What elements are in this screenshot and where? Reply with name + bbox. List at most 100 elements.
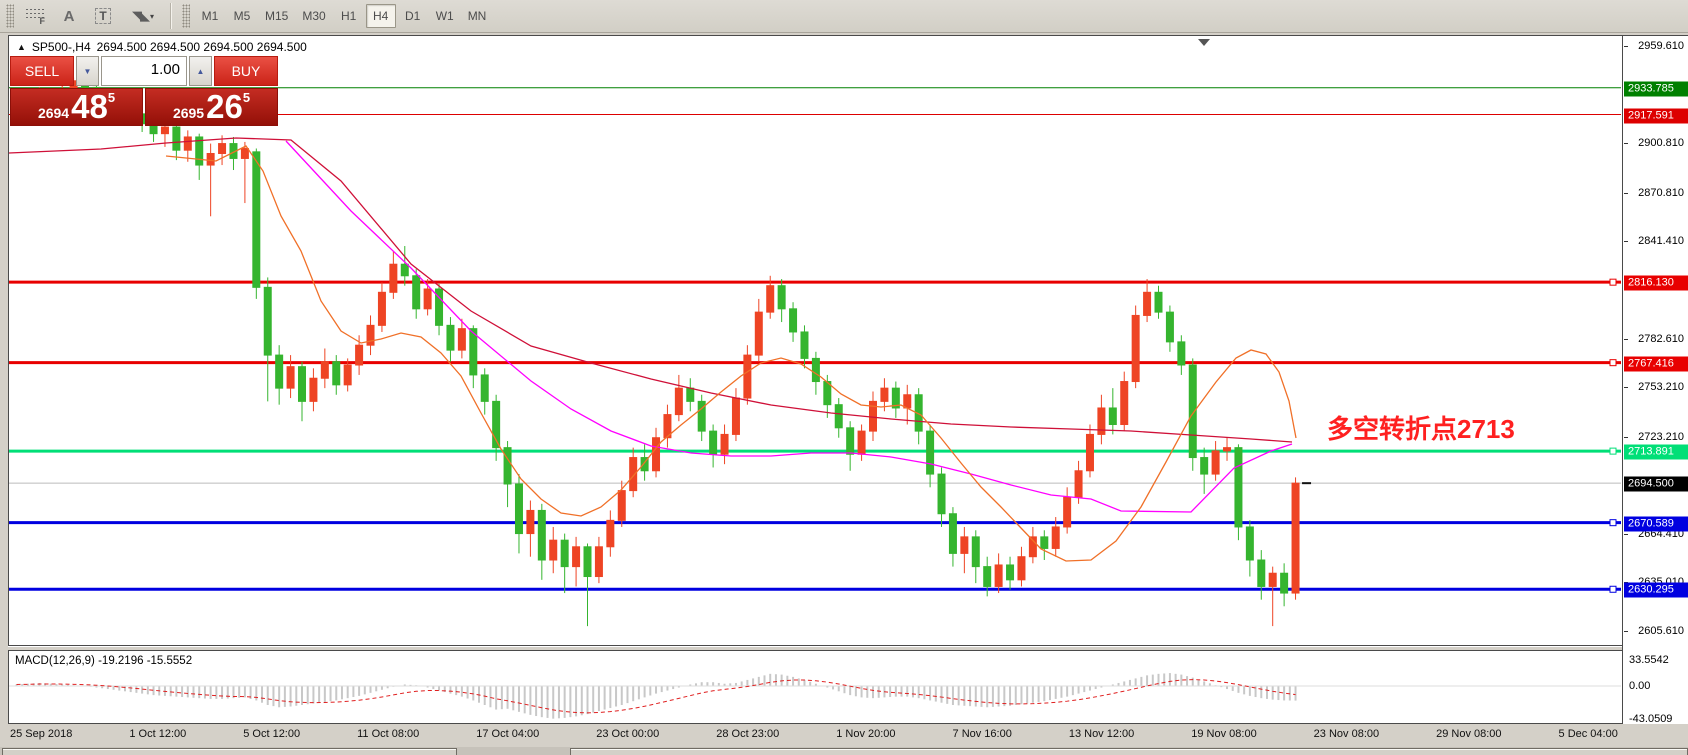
candle (891, 387, 900, 409)
line-handle[interactable] (1609, 278, 1617, 286)
price-level-chip-2713.891: 2713.891 (1624, 444, 1688, 460)
timeframe-button-h1[interactable]: H1 (341, 9, 357, 23)
candle (503, 447, 512, 485)
horizontal-level-lines (9, 87, 1621, 593)
line-handle[interactable] (1609, 447, 1617, 455)
candle (218, 143, 227, 154)
candle (240, 148, 249, 159)
candle (435, 288, 444, 326)
sell-button[interactable]: SELL (10, 56, 74, 86)
candle (526, 509, 535, 535)
sell-price-prefix: 2694 (37, 105, 70, 121)
candle (480, 374, 489, 402)
time-axis-label: 23 Nov 08:00 (1313, 728, 1380, 740)
chart-title: ▲ SP500-,H4 2694.500 2694.500 2694.500 2… (17, 40, 307, 54)
volume-increase-button[interactable]: ▲ (189, 56, 212, 86)
candle (766, 285, 775, 313)
candle (594, 546, 603, 578)
candle (457, 328, 466, 351)
candle (206, 152, 215, 166)
toolbar-drag-handle[interactable] (6, 4, 14, 28)
candle (948, 513, 957, 554)
candle (1223, 447, 1232, 452)
timeframe-button-m15[interactable]: M15 (265, 9, 289, 23)
candle (606, 519, 615, 548)
chart-window: ▲ SP500-,H4 2694.500 2694.500 2694.500 2… (8, 35, 1688, 747)
buy-price-quote[interactable]: 2695 26 5 (145, 88, 278, 126)
fibonacci-retracement-button[interactable]: F (21, 3, 49, 29)
macd-axis-label: 33.5542 (1615, 654, 1669, 667)
macd-pane[interactable]: MACD(12,26,9) -19.2196 -15.5552 (8, 650, 1622, 724)
arrows-tool-button[interactable]: ◥◣ ▾ (123, 3, 163, 29)
medium-ma-line (285, 140, 1293, 513)
text-label-button[interactable]: A (55, 3, 83, 29)
line-handle[interactable] (1609, 359, 1617, 367)
macd-axis-label: 0.00 (1614, 680, 1651, 692)
timeframe-button-m30[interactable]: M30 (302, 9, 326, 23)
text-tool-button[interactable]: T (89, 3, 117, 29)
pane-splitter[interactable] (8, 646, 1622, 650)
background-window-edge-right[interactable] (570, 748, 1688, 755)
candle (709, 430, 718, 455)
candlestick-chart-canvas[interactable] (9, 36, 1621, 645)
timeframe-button-mn[interactable]: MN (467, 9, 487, 23)
timeframe-button-w1[interactable]: W1 (435, 9, 454, 23)
candle (1063, 496, 1072, 528)
macd-axis-label: -43.0509 (1614, 712, 1673, 725)
time-axis-label: 29 Nov 08:00 (1436, 728, 1502, 740)
candle (400, 263, 409, 277)
chart-annotation-text[interactable]: 多空转折点2713 (1327, 414, 1515, 444)
chart-shift-marker[interactable] (1198, 39, 1210, 46)
candle (275, 354, 284, 389)
candle (423, 288, 432, 310)
volume-input[interactable]: 1.00 (101, 56, 187, 86)
buy-price-prefix: 2695 (172, 105, 205, 121)
main-chart-plot[interactable]: ▲ SP500-,H4 2694.500 2694.500 2694.500 2… (8, 35, 1622, 646)
candle (332, 361, 341, 386)
candle (617, 490, 626, 521)
time-axis-label: 5 Dec 04:00 (1558, 728, 1618, 740)
candle (994, 564, 1003, 587)
candle (674, 387, 683, 416)
sell-price-sup: 5 (107, 90, 116, 105)
timeframe-toolbar-drag-handle[interactable] (182, 4, 190, 28)
candle (366, 324, 375, 346)
candle (720, 433, 729, 455)
price-axis[interactable]: 2959.610 2900.810 2870.810 2841.410 2782.610… (1614, 35, 1688, 725)
candle (663, 414, 672, 439)
price-tick-label: 2605.610 (1624, 625, 1684, 638)
buy-button[interactable]: BUY (214, 56, 278, 86)
arrows-icon: ◥◣ (131, 8, 150, 23)
candle (309, 377, 318, 402)
time-axis-label: 19 Nov 08:00 (1191, 728, 1257, 740)
candle (412, 275, 421, 310)
background-window-edge-left[interactable] (2, 748, 457, 755)
candle (1028, 536, 1037, 558)
candle (1097, 407, 1106, 435)
price-tick-label: 2723.210 (1624, 430, 1684, 443)
candle (1188, 364, 1197, 459)
line-handle[interactable] (1609, 519, 1617, 527)
line-handle[interactable] (1609, 585, 1617, 593)
time-axis[interactable]: 25 Sep 2018 1 Oct 12:00 5 Oct 12:00 11 Oct … (8, 724, 1688, 747)
timeframe-button-d1[interactable]: D1 (405, 9, 421, 23)
price-tick-label: 2841.410 (1624, 235, 1684, 248)
fibonacci-icon (26, 9, 44, 19)
one-click-collapse-icon[interactable]: ▲ (17, 42, 26, 52)
chevron-down-icon[interactable]: ▾ (149, 11, 154, 21)
timeframe-button-m1[interactable]: M1 (201, 9, 219, 23)
timeframe-button-m5[interactable]: M5 (233, 9, 251, 23)
candle (560, 539, 569, 568)
candle (1257, 559, 1266, 587)
volume-decrease-button[interactable]: ▼ (76, 56, 99, 86)
toolbar-separator (170, 3, 172, 29)
time-axis-label: 17 Oct 04:00 (476, 728, 540, 740)
timeframe-button-h4[interactable]: H4 (365, 4, 396, 28)
time-axis-label: 28 Oct 23:00 (716, 728, 780, 740)
chart-symbol-period: SP500-,H4 (31, 40, 91, 54)
candle (469, 328, 478, 376)
macd-indicator-label: MACD(12,26,9) -19.2196 -15.5552 (15, 655, 192, 667)
text-tool-icon: T (95, 8, 111, 24)
candle (583, 546, 592, 578)
sell-price-quote[interactable]: 2694 48 5 (10, 88, 143, 126)
